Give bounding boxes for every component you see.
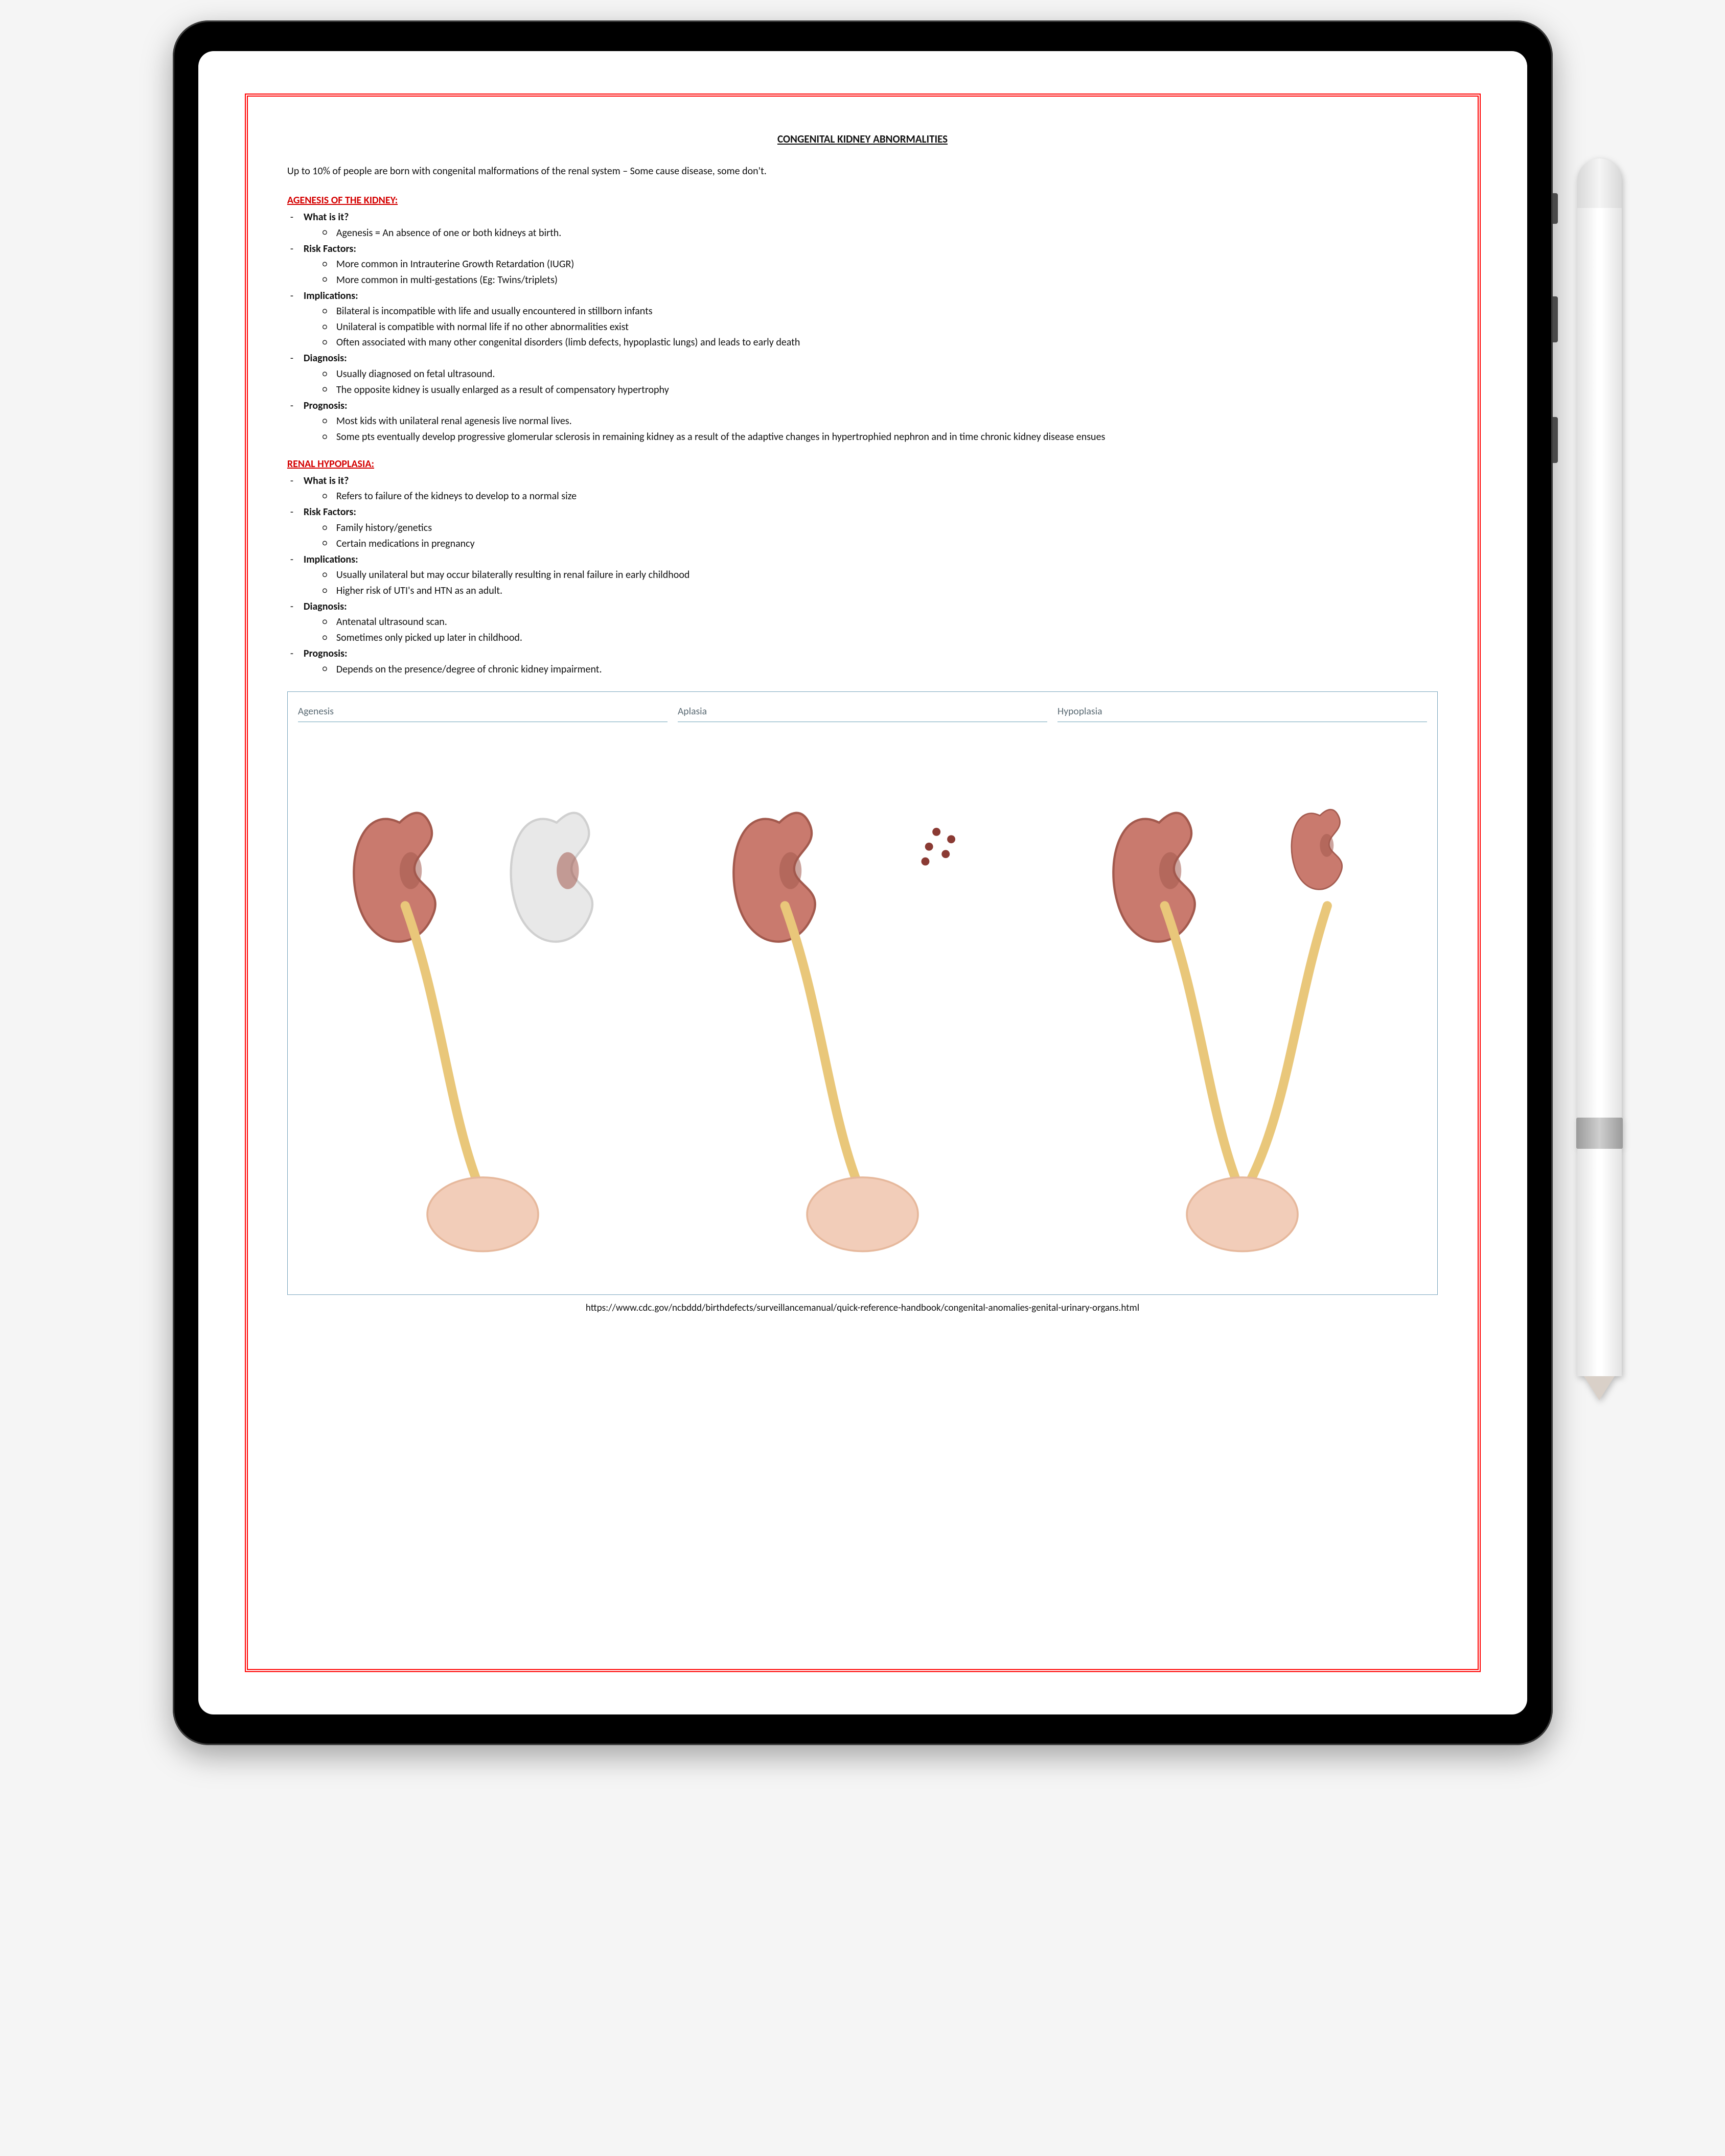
stylus-icon (1577, 158, 1621, 1400)
sublist: Usually diagnosed on fetal ultrasound.Th… (304, 367, 1438, 398)
list-item: Diagnosis: Antenatal ultrasound scan.Some… (304, 599, 1438, 645)
sublist-item: Agenesis = An absence of one or both kid… (336, 226, 1438, 241)
list-item-label: Prognosis: (304, 647, 348, 660)
tablet-bezel: CONGENITAL KIDNEY ABNORMALITIES Up to 10… (173, 20, 1553, 1745)
sublist-item: More common in Intrauterine Growth Retar… (336, 257, 1438, 272)
image-source-url: https://www.cdc.gov/ncbddd/birthdefects/… (287, 1301, 1438, 1315)
sublist-item: The opposite kidney is usually enlarged … (336, 383, 1438, 398)
list-item-label: Prognosis: (304, 400, 348, 412)
sublist: Bilateral is incompatible with life and … (304, 304, 1438, 350)
section-heading: RENAL HYPOPLASIA: (287, 457, 1438, 472)
kidney-panel-svg (298, 730, 668, 1285)
list-item: What is it? Refers to failure of the kidn… (304, 474, 1438, 504)
list-item-label: Risk Factors: (304, 506, 356, 518)
list-item-label: Implications: (304, 290, 358, 302)
sublist-item: Sometimes only picked up later in childh… (336, 631, 1438, 645)
tablet-mockup: CONGENITAL KIDNEY ABNORMALITIES Up to 10… (173, 20, 1553, 1745)
intro-text: Up to 10% of people are born with congen… (287, 164, 1438, 179)
section-heading: AGENESIS OF THE KIDNEY: (287, 193, 1438, 208)
sublist-item: Some pts eventually develop progressive … (336, 430, 1438, 445)
diagram-panel: Agenesis (298, 704, 668, 1285)
sublist: Family history/geneticsCertain medicatio… (304, 521, 1438, 551)
list-item-label: Diagnosis: (304, 600, 347, 613)
list-item: Diagnosis: Usually diagnosed on fetal ult… (304, 351, 1438, 397)
sublist-item: Depends on the presence/degree of chroni… (336, 662, 1438, 677)
sublist-item: Unilateral is compatible with normal lif… (336, 320, 1438, 335)
sublist-item: Higher risk of UTI's and HTN as an adult… (336, 584, 1438, 598)
diagram-panel-label: Agenesis (298, 704, 668, 722)
list-item: Prognosis: Most kids with unilateral rena… (304, 399, 1438, 445)
list-item-label: What is it? (304, 475, 349, 487)
sublist: Depends on the presence/degree of chroni… (304, 662, 1438, 677)
document-page: CONGENITAL KIDNEY ABNORMALITIES Up to 10… (245, 94, 1481, 1672)
diagram-panel: Hypoplasia (1057, 704, 1427, 1285)
list-item: Implications: Bilateral is incompatible w… (304, 289, 1438, 351)
sublist-item: Usually diagnosed on fetal ultrasound. (336, 367, 1438, 382)
list-item: Implications: Usually unilateral but may … (304, 552, 1438, 598)
sublist-item: Most kids with unilateral renal agenesis… (336, 414, 1438, 429)
kidney-panel-svg (1057, 730, 1427, 1285)
kidney-panel-svg (678, 730, 1047, 1285)
list-item: What is it? Agenesis = An absence of one … (304, 210, 1438, 241)
sublist-item: Bilateral is incompatible with life and … (336, 304, 1438, 319)
sublist-item: Antenatal ultrasound scan. (336, 615, 1438, 630)
section-list: What is it? Agenesis = An absence of one … (287, 210, 1438, 445)
list-item: Risk Factors: Family history/geneticsCert… (304, 505, 1438, 551)
list-item: Risk Factors: More common in Intrauterine… (304, 242, 1438, 288)
diagram-panel: Aplasia (678, 704, 1047, 1285)
sublist: More common in Intrauterine Growth Retar… (304, 257, 1438, 288)
sublist-item: Refers to failure of the kidneys to deve… (336, 489, 1438, 504)
sublist: Most kids with unilateral renal agenesis… (304, 414, 1438, 445)
sublist-item: Family history/genetics (336, 521, 1438, 536)
list-item-label: Diagnosis: (304, 352, 347, 364)
sublist-item: Often associated with many other congeni… (336, 335, 1438, 350)
tablet-screen: CONGENITAL KIDNEY ABNORMALITIES Up to 10… (198, 51, 1527, 1714)
tablet-volume-up (1553, 296, 1558, 342)
diagram-panel-label: Hypoplasia (1057, 704, 1427, 722)
sublist-item: Usually unilateral but may occur bilater… (336, 568, 1438, 583)
sublist-item: Certain medications in pregnancy (336, 537, 1438, 551)
kidney-diagram: Agenesis Aplasia Hypoplasia (287, 691, 1438, 1295)
sublist: Antenatal ultrasound scan.Sometimes only… (304, 615, 1438, 645)
sublist: Usually unilateral but may occur bilater… (304, 568, 1438, 598)
tablet-side-button (1553, 193, 1558, 224)
sublist-item: More common in multi-gestations (Eg: Twi… (336, 273, 1438, 288)
section-list: What is it? Refers to failure of the kidn… (287, 474, 1438, 677)
sublist: Refers to failure of the kidneys to deve… (304, 489, 1438, 504)
list-item-label: What is it? (304, 211, 349, 223)
diagram-panel-label: Aplasia (678, 704, 1047, 722)
list-item-label: Implications: (304, 553, 358, 566)
sublist: Agenesis = An absence of one or both kid… (304, 226, 1438, 241)
tablet-volume-down (1553, 417, 1558, 463)
list-item-label: Risk Factors: (304, 243, 356, 255)
list-item: Prognosis: Depends on the presence/degree… (304, 646, 1438, 677)
page-title: CONGENITAL KIDNEY ABNORMALITIES (287, 131, 1438, 147)
